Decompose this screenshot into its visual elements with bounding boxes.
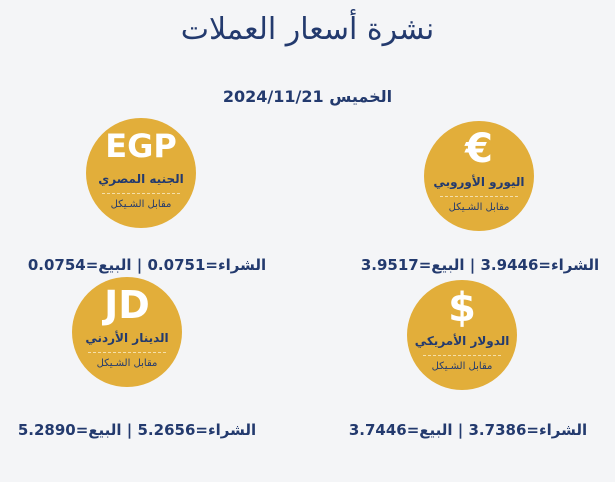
vs-label: مقابل الشـيكل [448, 202, 510, 213]
date: الخميس 2024/11/21 [0, 86, 615, 108]
currency-name-1: الدينار [132, 331, 169, 345]
currency-name-2: الأردني [85, 331, 129, 345]
divider [102, 193, 180, 194]
vs-label: مقابل الشـيكل [110, 199, 172, 210]
currency-name: اليورو الأوروبي [424, 173, 534, 191]
egp-coin: EGP الجنيه المصري مقابل الشـيكل [86, 118, 196, 228]
vs-label: مقابل الشـيكل [96, 358, 158, 369]
egp-icon: EGP [105, 127, 177, 165]
dollar-coin: $ الدولار الأمريكي مقابل الشـيكل [407, 280, 517, 390]
currency-name-1: الدولار [470, 334, 510, 348]
dollar-rate: الشراء=3.7386 | البيع=3.7446 [348, 421, 588, 439]
euro-icon: € [465, 126, 493, 172]
currency-name-2: المصري [98, 172, 146, 186]
currency-name-1: الجنيه [149, 172, 184, 186]
currency-name-2: الأوروبي [433, 175, 485, 189]
euro-coin: € اليورو الأوروبي مقابل الشـيكل [424, 121, 534, 231]
currency-name-2: الأمريكي [414, 334, 467, 348]
divider [88, 352, 166, 353]
divider [423, 355, 501, 356]
currency-name: الجنيه المصري [86, 170, 196, 188]
date-value: 2024/11/21 [222, 87, 324, 106]
jd-rate: الشراء=5.2656 | البيع=5.2890 [17, 421, 257, 439]
jd-icon: JD [104, 283, 150, 327]
jd-coin: JD الدينار الأردني مقابل الشـيكل [72, 277, 182, 387]
currency-name-1: اليورو [489, 175, 525, 189]
day-name: الخميس [329, 87, 393, 106]
currency-name: الدينار الأردني [72, 329, 182, 347]
egp-rate: الشراء=0.0751 | البيع=0.0754 [27, 256, 267, 274]
divider [440, 196, 518, 197]
euro-rate: الشراء=3.9446 | البيع=3.9517 [360, 256, 600, 274]
vs-label: مقابل الشـيكل [431, 361, 493, 372]
currency-name: الدولار الأمريكي [407, 332, 517, 350]
page-title: نشرة أسعار العملات [180, 12, 435, 47]
dollar-icon: $ [448, 285, 476, 331]
